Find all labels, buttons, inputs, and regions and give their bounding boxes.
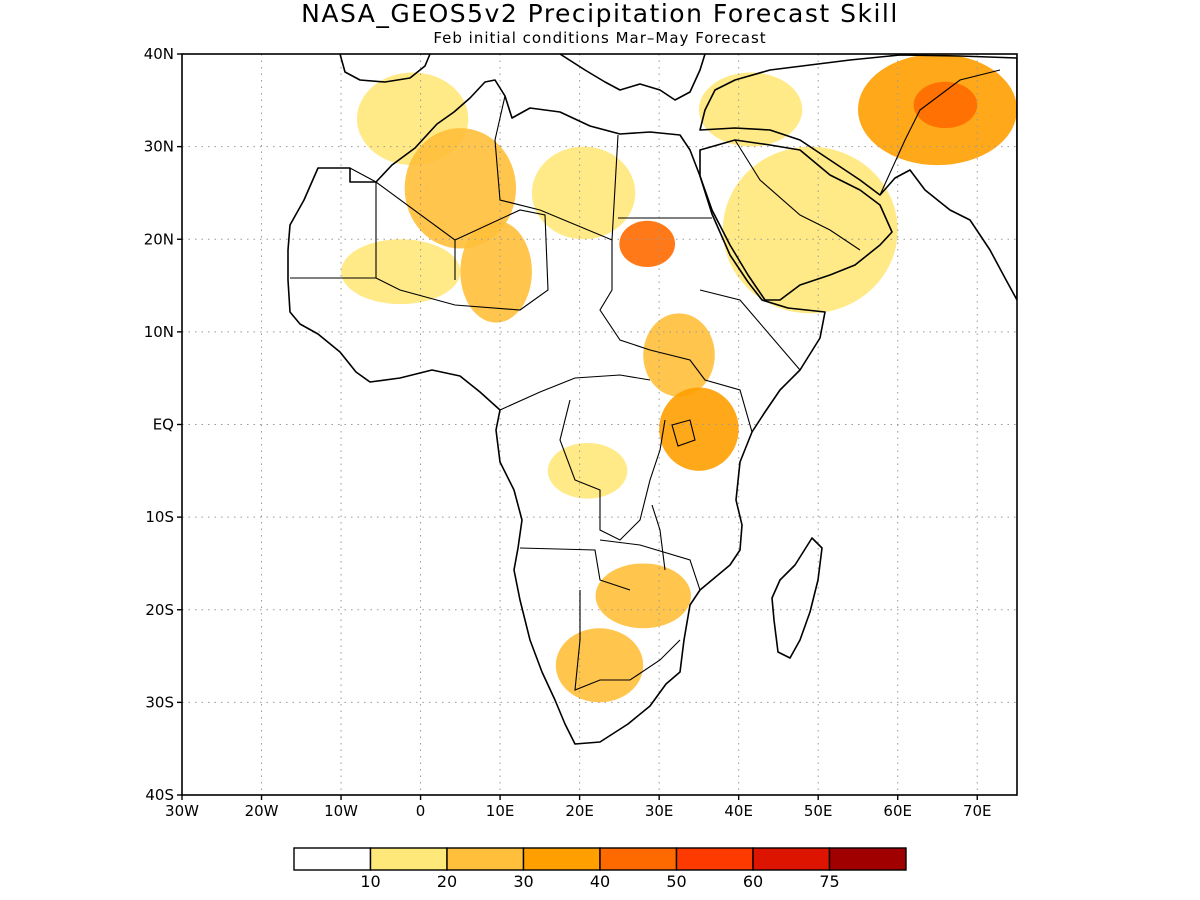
colorbar-label: 30 bbox=[513, 872, 533, 891]
skill-region-13 bbox=[913, 81, 978, 129]
skill-region-6 bbox=[643, 313, 715, 397]
border-horn bbox=[699, 289, 801, 371]
axis-ticks bbox=[177, 53, 978, 800]
border-angola bbox=[519, 547, 631, 591]
skill-region-7 bbox=[659, 387, 739, 471]
colorbar-swatch bbox=[522, 847, 601, 871]
colorbar-swatch bbox=[369, 847, 448, 871]
lon-tick-label: 40E bbox=[724, 802, 753, 820]
skill-region-10 bbox=[555, 628, 644, 703]
coastlines bbox=[287, 54, 1017, 745]
lon-tick-label: 0 bbox=[416, 802, 426, 820]
lat-tick-label: 30N bbox=[144, 138, 174, 156]
lon-tick-label: 50E bbox=[804, 802, 833, 820]
coastline-madagascar bbox=[771, 537, 823, 659]
colorbar-swatch bbox=[599, 847, 678, 871]
colorbar-swatch bbox=[675, 847, 754, 871]
lat-tick-label: 10N bbox=[144, 323, 174, 341]
lat-tick-label: 10S bbox=[145, 508, 174, 526]
lat-tick-label: 30S bbox=[145, 693, 174, 711]
lon-tick-label: 20W bbox=[245, 802, 279, 820]
lat-tick-label: 40S bbox=[145, 786, 174, 804]
colorbar-swatch bbox=[293, 847, 372, 871]
border-central bbox=[499, 374, 651, 411]
lat-tick-label: 40N bbox=[144, 45, 174, 63]
skill-region-1 bbox=[404, 128, 516, 249]
border-zambia bbox=[599, 539, 701, 591]
lat-tick-label: 20N bbox=[144, 230, 174, 248]
lat-tick-label: 20S bbox=[145, 601, 174, 619]
lon-tick-label: 20E bbox=[565, 802, 594, 820]
country-borders bbox=[290, 69, 1001, 691]
lon-tick-label: 30W bbox=[165, 802, 199, 820]
colorbar-swatch bbox=[828, 847, 907, 871]
skill-region-3 bbox=[341, 239, 461, 305]
colorbar-label: 20 bbox=[437, 872, 457, 891]
border-lake-victoria bbox=[671, 419, 696, 447]
colorbar-labels: 10 20 30 40 50 60 75 bbox=[360, 872, 839, 891]
lon-tick-label: 60E bbox=[883, 802, 912, 820]
border-iran bbox=[879, 69, 1001, 196]
skill-region-5 bbox=[619, 220, 676, 268]
border-mideast bbox=[734, 139, 861, 251]
coastline-iberia bbox=[339, 54, 431, 83]
colorbar-swatch bbox=[446, 847, 525, 871]
skill-region-8 bbox=[547, 443, 628, 499]
skill-region-2 bbox=[460, 220, 532, 323]
lon-tick-label: 10W bbox=[324, 802, 358, 820]
coastline-italy-greece bbox=[559, 54, 706, 101]
longitude-axis-labels: 30W 20W 10W 0 10E 20E 30E 40E 50E 60E 70E bbox=[165, 802, 991, 820]
lon-tick-label: 30E bbox=[645, 802, 674, 820]
coastline-arabia bbox=[699, 139, 893, 301]
gridlines bbox=[182, 54, 1017, 795]
border-lake-africa bbox=[651, 504, 666, 571]
skill-region-11 bbox=[722, 146, 898, 314]
border-chad-sudan bbox=[599, 240, 651, 351]
chart-title: NASA_GEOS5v2 Precipitation Forecast Skil… bbox=[301, 0, 899, 28]
colorbar-label: 60 bbox=[743, 872, 763, 891]
colorbar-label: 50 bbox=[666, 872, 686, 891]
skill-region-9 bbox=[595, 563, 691, 629]
chart-subtitle: Feb initial conditions Mar–May Forecast bbox=[433, 29, 767, 47]
colorbar-label: 40 bbox=[590, 872, 610, 891]
coastline-asia bbox=[699, 54, 1017, 301]
colorbar-label: 10 bbox=[360, 872, 380, 891]
latitude-axis-labels: 40N 30N 20N 10N EQ 10S 20S 30S 40S bbox=[144, 45, 174, 804]
skill-region-4 bbox=[531, 146, 636, 240]
precip-skill-field bbox=[341, 54, 1017, 703]
border-mali-niger bbox=[375, 209, 549, 311]
lon-tick-label: 70E bbox=[963, 802, 992, 820]
border-east-africa bbox=[649, 349, 753, 433]
border-algeria-east bbox=[494, 95, 541, 211]
colorbar-swatch bbox=[752, 847, 831, 871]
colorbar bbox=[293, 847, 907, 871]
colorbar-label: 75 bbox=[819, 872, 839, 891]
lon-tick-label: 10E bbox=[486, 802, 515, 820]
border-algeria-west bbox=[349, 167, 456, 280]
coastline-africa bbox=[287, 79, 826, 745]
lat-tick-label: EQ bbox=[153, 416, 174, 434]
border-drc bbox=[559, 399, 666, 541]
border-southern bbox=[574, 590, 681, 691]
